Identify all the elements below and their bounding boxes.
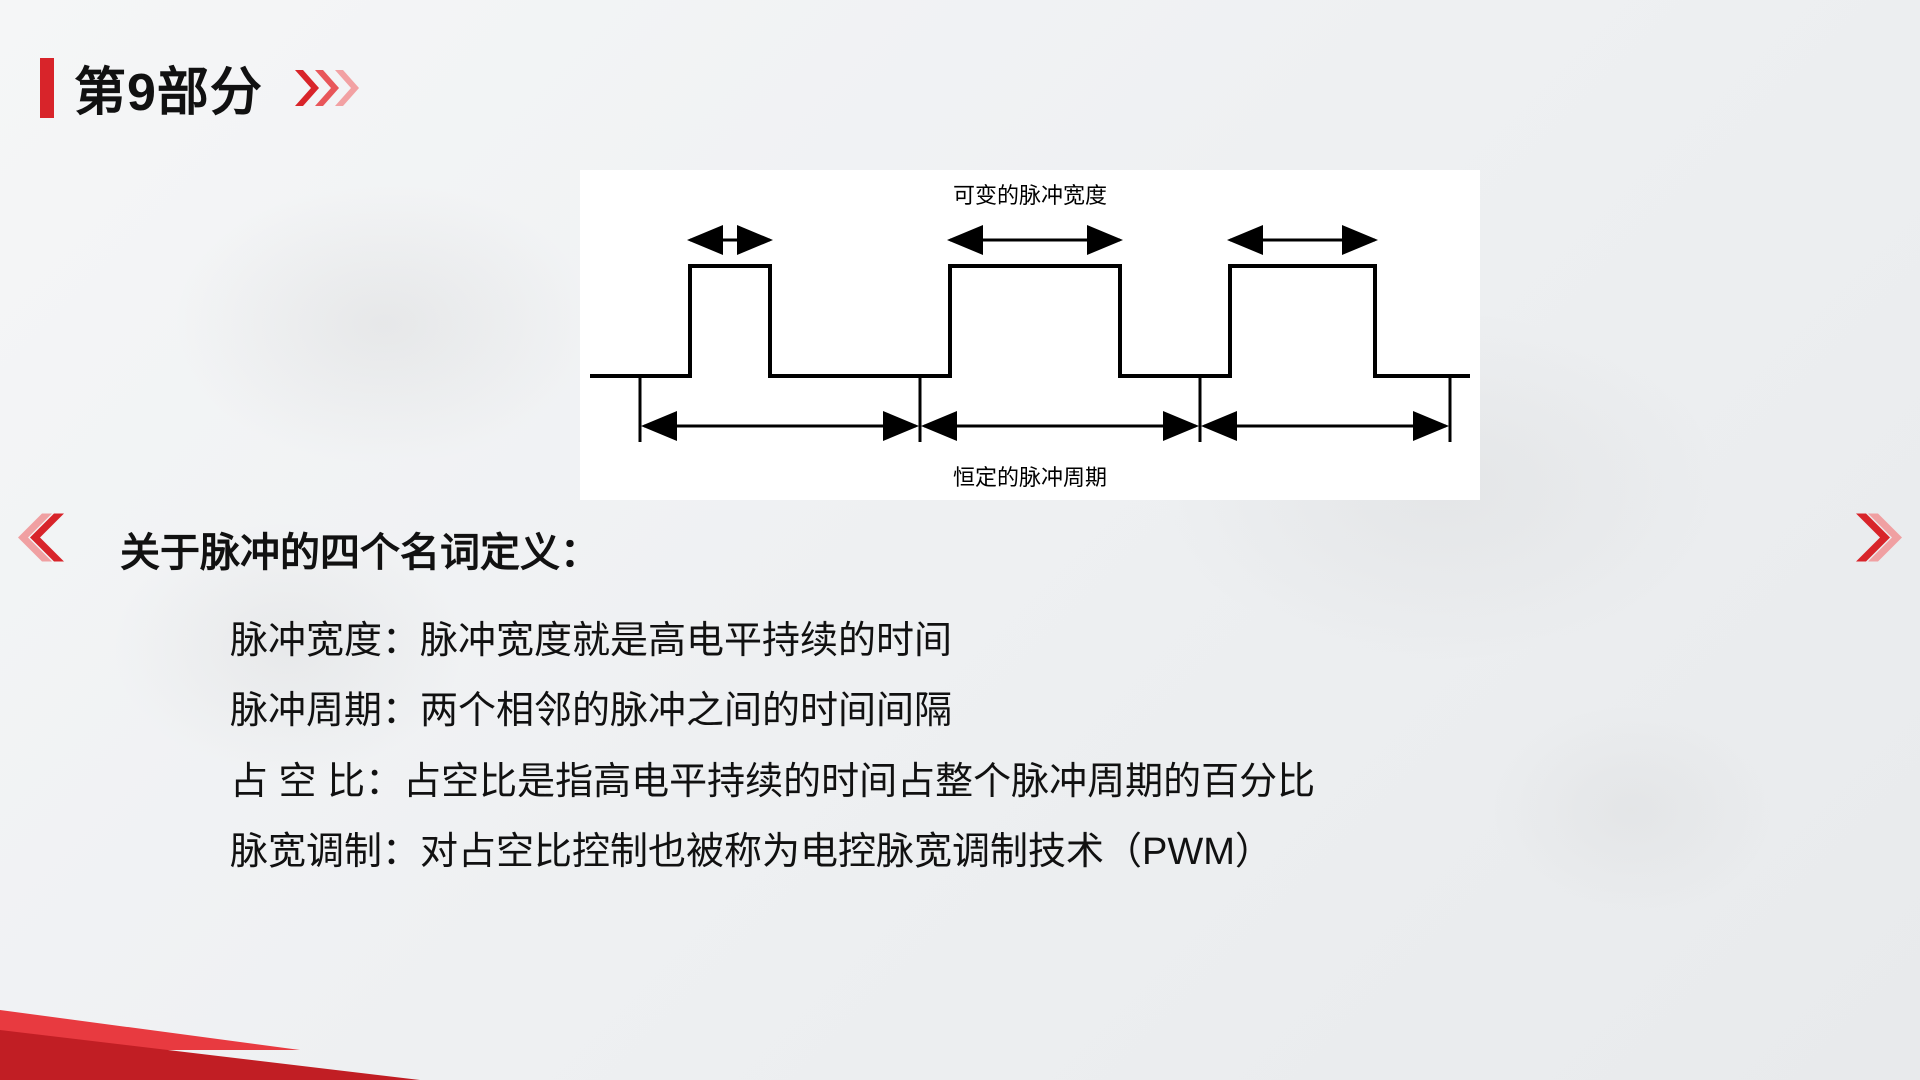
content-block: 关于脉冲的四个名词定义： 脉冲宽度：脉冲宽度就是高电平持续的时间脉冲周期：两个相…: [120, 520, 1800, 887]
next-slide-button[interactable]: [1854, 510, 1902, 571]
waveform-svg: [580, 206, 1480, 466]
header-chevrons-icon: [293, 64, 365, 112]
definition-desc: 对占空比控制也被称为电控脉宽调制技术（PWM）: [420, 831, 1273, 873]
definition-line: 脉冲宽度：脉冲宽度就是高电平持续的时间: [230, 606, 1800, 676]
prev-slide-button[interactable]: [18, 510, 66, 571]
definition-term: 脉宽调制：: [230, 831, 420, 873]
content-heading: 关于脉冲的四个名词定义：: [120, 520, 1800, 578]
definitions-list: 脉冲宽度：脉冲宽度就是高电平持续的时间脉冲周期：两个相邻的脉冲之间的时间间隔占 …: [120, 606, 1800, 887]
definition-line: 脉冲周期：两个相邻的脉冲之间的时间间隔: [230, 676, 1800, 746]
accent-bar: [40, 58, 54, 118]
pwm-diagram: 可变的脉冲宽度 恒定的脉冲周期: [580, 170, 1480, 500]
slide: 第9部分 可变的脉冲宽度: [0, 0, 1920, 1080]
corner-accent-icon: [0, 990, 420, 1080]
chevron-right-icon: [1854, 553, 1902, 570]
definition-term: 占 空 比：: [230, 761, 403, 803]
definition-desc: 两个相邻的脉冲之间的时间间隔: [420, 690, 952, 732]
chevron-left-icon: [18, 553, 66, 570]
definition-term: 脉冲周期：: [230, 690, 420, 732]
diagram-label-bottom: 恒定的脉冲周期: [953, 460, 1107, 492]
definition-desc: 脉冲宽度就是高电平持续的时间: [420, 620, 952, 662]
slide-title: 第9部分: [74, 50, 263, 125]
definition-desc: 占空比是指高电平持续的时间占整个脉冲周期的百分比: [403, 761, 1315, 803]
definition-line: 脉宽调制：对占空比控制也被称为电控脉宽调制技术（PWM）: [230, 817, 1800, 887]
definition-line: 占 空 比：占空比是指高电平持续的时间占整个脉冲周期的百分比: [230, 747, 1800, 817]
definition-term: 脉冲宽度：: [230, 620, 420, 662]
slide-header: 第9部分: [40, 50, 365, 125]
